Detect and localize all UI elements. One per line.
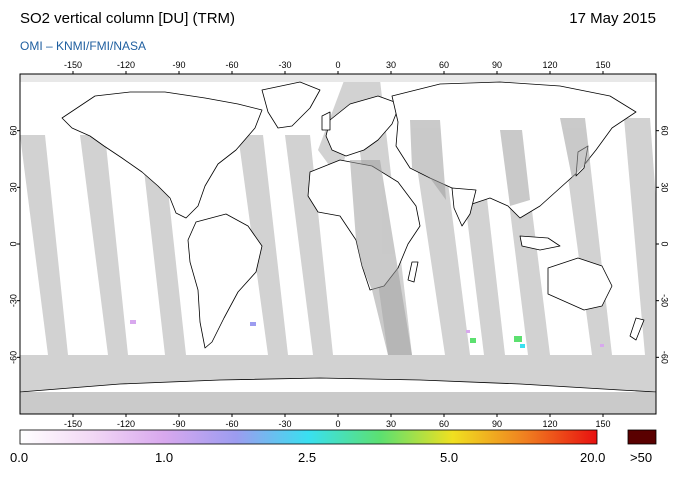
lon-label-bottom: 30 <box>386 419 396 429</box>
south-america <box>187 213 263 349</box>
lon-label-bottom: -60 <box>225 419 238 429</box>
so2-speckles <box>130 320 604 348</box>
data-credit: OMI – KNMI/FMI/NASA <box>20 39 147 53</box>
lon-label-bottom: 0 <box>335 419 340 429</box>
lon-label-bottom: 90 <box>492 419 502 429</box>
lat-label-left: 30 <box>8 182 18 192</box>
indonesia <box>519 235 561 251</box>
lon-label-top: -120 <box>117 60 135 70</box>
lon-label-bottom: -120 <box>117 419 135 429</box>
australia <box>547 257 613 311</box>
lat-label-left: -60 <box>8 351 18 364</box>
greenland <box>261 81 321 129</box>
lon-label-top: 0 <box>335 60 340 70</box>
map-date: 17 May 2015 <box>569 10 656 27</box>
map-title: SO2 vertical column [DU] (TRM) <box>20 10 236 27</box>
lon-label-top: 30 <box>386 60 396 70</box>
lat-label-right: 30 <box>660 182 670 192</box>
lon-label-top: 120 <box>542 60 557 70</box>
uk <box>321 111 331 131</box>
colorbar-label-1: 1.0 <box>155 450 174 465</box>
lon-label-top: 60 <box>439 60 449 70</box>
india <box>451 187 477 227</box>
lon-label-top: -60 <box>225 60 238 70</box>
lat-label-right: -60 <box>660 351 670 364</box>
lat-label-left: -30 <box>8 294 18 307</box>
lon-label-bottom: 60 <box>439 419 449 429</box>
lon-label-top: -150 <box>64 60 82 70</box>
lon-label-top: -90 <box>172 60 185 70</box>
madagascar <box>407 261 419 283</box>
north-america <box>61 91 263 219</box>
lon-label-top: 90 <box>492 60 502 70</box>
new-zealand <box>629 317 645 341</box>
lat-label-right: -30 <box>660 294 670 307</box>
lon-label-top: 150 <box>595 60 610 70</box>
colorbar <box>19 429 598 445</box>
colorbar-label-0: 0.0 <box>10 450 29 465</box>
lat-label-left: 0 <box>8 241 18 246</box>
no-data-over-land <box>20 118 656 414</box>
lon-label-top: -30 <box>278 60 291 70</box>
lon-label-bottom: -90 <box>172 419 185 429</box>
colorbar-label-3: 5.0 <box>440 450 459 465</box>
europe <box>325 95 401 157</box>
colorbar-label-2: 2.5 <box>298 450 317 465</box>
lon-label-bottom: -150 <box>64 419 82 429</box>
lat-label-right: 0 <box>660 241 670 246</box>
lat-label-right: 60 <box>660 126 670 136</box>
lat-label-left: 60 <box>8 126 18 136</box>
arctic-no-data <box>20 74 656 82</box>
lon-label-bottom: 150 <box>595 419 610 429</box>
axis-ticks: -150 -150 -120 -120 -90 -90 -60 -60 -30 -30 0 0 30 30… <box>8 60 669 429</box>
lon-label-bottom: 120 <box>542 419 557 429</box>
colorbar-over-box <box>627 429 657 445</box>
colorbar-label-4: 20.0 <box>580 450 606 465</box>
lon-label-bottom: -30 <box>278 419 291 429</box>
colorbar-label-5: >50 <box>630 450 653 465</box>
